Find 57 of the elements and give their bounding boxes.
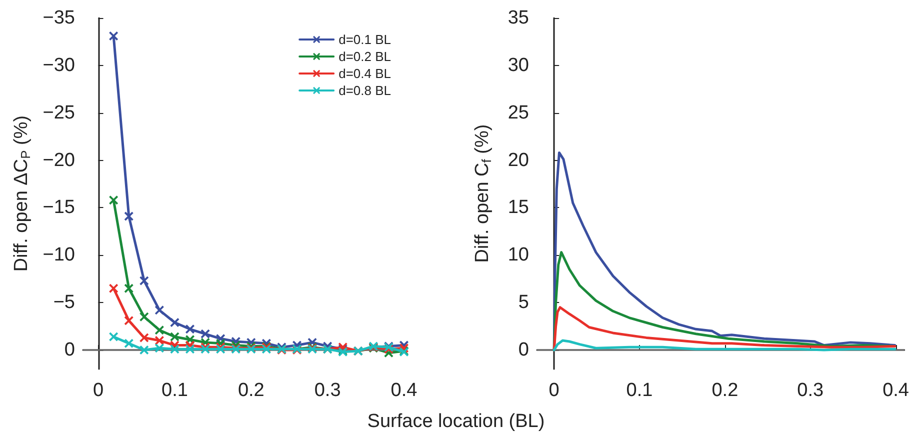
y-tick-label: 25: [508, 102, 529, 124]
legend-label: d=0.1 BL: [338, 32, 391, 47]
y-tick-label: 10: [508, 244, 529, 266]
point: [124, 316, 134, 326]
point: [170, 318, 180, 328]
x-tick-label: 0.3: [314, 380, 341, 401]
y-tick-label: 30: [508, 54, 529, 76]
x-tick-label: 0.2: [238, 380, 264, 401]
point: [140, 312, 149, 322]
y-tick-label: −15: [42, 197, 75, 218]
legend-label: d=0.2 BL: [338, 49, 391, 64]
point: [140, 276, 149, 286]
point: [109, 284, 118, 293]
y-axis-title: Diff. open ΔCP (%): [10, 115, 33, 272]
x-tick-label: 0.1: [162, 380, 188, 401]
y-tick-label: −20: [42, 150, 75, 171]
y-tick-label: 0: [518, 340, 529, 361]
y-tick-label: 20: [508, 150, 529, 171]
x-tick-label: 0.4: [390, 380, 418, 401]
point: [186, 324, 194, 334]
point: [154, 336, 164, 346]
point: [140, 346, 149, 355]
point: [109, 332, 118, 342]
point: [124, 284, 134, 293]
y-tick-label: −30: [42, 54, 75, 76]
point: [124, 338, 134, 348]
legend-label: d=0.4 BL: [338, 66, 391, 81]
y-tick-label: −10: [42, 244, 75, 266]
y-axis-title: Diff. open Cf (%): [472, 124, 494, 263]
point: [140, 333, 149, 342]
point: [109, 32, 118, 41]
x-axis-title: Surface location (BL): [366, 411, 546, 433]
point: [154, 326, 164, 335]
x-tick-label: 0.4: [882, 380, 910, 401]
point: [186, 344, 194, 354]
point: [154, 306, 164, 315]
x-tick-label: 0.1: [626, 380, 653, 401]
x-tick-label: 0: [548, 380, 560, 401]
x-tick-label: 0: [92, 380, 104, 401]
legend-label: d=0.8 BL: [338, 83, 391, 98]
point: [170, 344, 180, 354]
point: [200, 329, 210, 338]
y-tick-label: −25: [42, 102, 75, 124]
y-tick-label: 0: [64, 340, 75, 361]
y-tick-label: −5: [53, 292, 75, 314]
point: [154, 344, 164, 353]
y-tick-label: 35: [508, 8, 529, 28]
y-tick-label: 15: [508, 197, 529, 218]
line-series: [552, 339, 896, 352]
point: [124, 212, 134, 221]
point: [170, 332, 180, 342]
x-tick-label: 0.3: [797, 380, 824, 401]
x-tick-label: 0.2: [712, 380, 738, 401]
y-tick-label: 5: [518, 292, 529, 314]
y-tick-label: −35: [42, 8, 75, 28]
point: [109, 196, 118, 205]
line-series: [552, 306, 896, 352]
